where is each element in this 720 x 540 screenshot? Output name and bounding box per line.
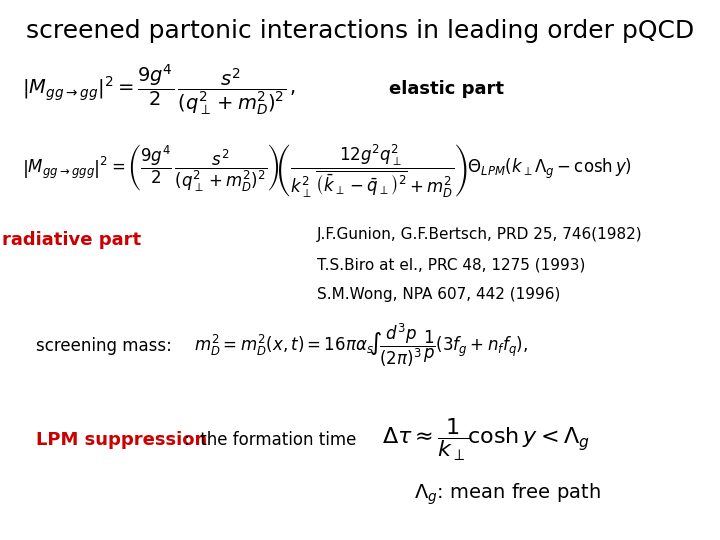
Text: S.M.Wong, NPA 607, 442 (1996): S.M.Wong, NPA 607, 442 (1996) <box>317 287 560 302</box>
Text: $\Delta\tau \approx \dfrac{1}{k_\perp}\!\cosh y < \Lambda_g$: $\Delta\tau \approx \dfrac{1}{k_\perp}\!… <box>382 417 590 463</box>
Text: elastic part: elastic part <box>389 80 504 98</box>
Text: radiative part: radiative part <box>2 231 142 249</box>
Text: $\Lambda_g$: mean free path: $\Lambda_g$: mean free path <box>414 481 600 507</box>
Text: screening mass:: screening mass: <box>36 336 188 355</box>
Text: $\left|M_{gg\rightarrow ggg}\right|^2 = \left(\dfrac{9g^4}{2}\,\dfrac{s^2}{(q_\p: $\left|M_{gg\rightarrow ggg}\right|^2 = … <box>22 141 631 199</box>
Text: $\left|M_{gg\rightarrow gg}\right|^2 = \dfrac{9g^4}{2}\, \dfrac{s^2}{(q_\perp^2 : $\left|M_{gg\rightarrow gg}\right|^2 = \… <box>22 62 296 117</box>
Text: LPM suppression: LPM suppression <box>36 431 207 449</box>
Text: screened partonic interactions in leading order pQCD: screened partonic interactions in leadin… <box>26 19 694 43</box>
Text: T.S.Biro at el., PRC 48, 1275 (1993): T.S.Biro at el., PRC 48, 1275 (1993) <box>317 257 585 272</box>
Text: $m_D^2 = m_D^2(x,t) = 16\pi\alpha_s\!\int\!\dfrac{d^3p}{(2\pi)^3}\dfrac{1}{p}(3f: $m_D^2 = m_D^2(x,t) = 16\pi\alpha_s\!\in… <box>194 322 528 369</box>
Text: J.F.Gunion, G.F.Bertsch, PRD 25, 746(1982): J.F.Gunion, G.F.Bertsch, PRD 25, 746(198… <box>317 227 642 242</box>
Text: :  the formation time: : the formation time <box>184 431 356 449</box>
